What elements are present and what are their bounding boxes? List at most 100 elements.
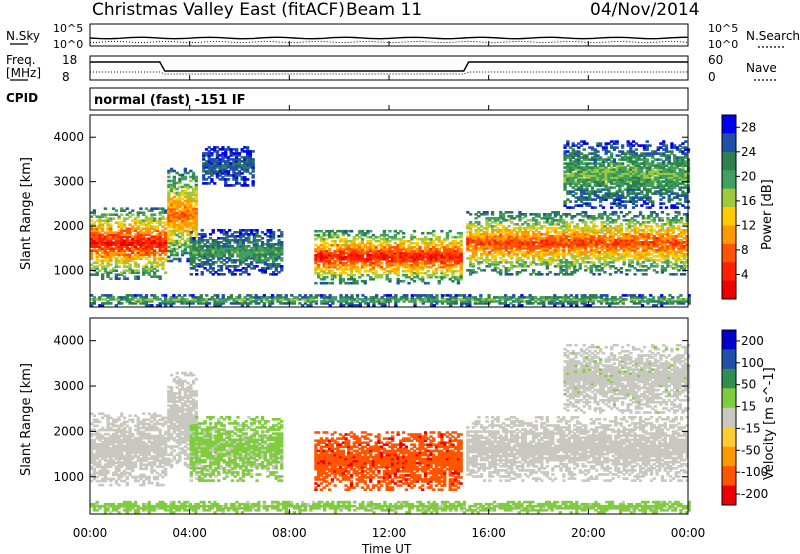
data-cell — [170, 209, 174, 213]
data-cell — [617, 239, 621, 242]
data-cell — [255, 233, 259, 236]
data-cell — [451, 263, 455, 267]
data-cell — [512, 243, 517, 246]
data-cell — [252, 253, 256, 256]
data-cell — [477, 211, 481, 214]
data-cell — [529, 227, 533, 230]
data-cell — [652, 243, 656, 246]
data-cell — [432, 271, 436, 275]
data-cell — [551, 223, 555, 226]
data-cell — [274, 257, 278, 260]
data-cell — [114, 245, 118, 248]
data-cell — [543, 247, 547, 250]
data-cell — [585, 154, 589, 157]
data-cell — [117, 277, 121, 280]
data-cell — [233, 251, 237, 254]
data-cell — [631, 206, 636, 209]
data-cell — [215, 172, 220, 175]
data-cell — [604, 198, 608, 201]
data-cell — [382, 247, 387, 251]
data-cell — [103, 239, 107, 242]
data-cell — [423, 263, 428, 267]
data-cell — [562, 229, 566, 232]
data-cell — [619, 267, 623, 270]
data-cell — [269, 235, 273, 238]
data-cell — [225, 261, 229, 264]
data-cell — [358, 271, 362, 275]
data-cell — [175, 197, 179, 201]
data-cell — [674, 219, 678, 222]
data-cell — [251, 166, 255, 169]
data-cell — [382, 255, 387, 259]
data-cell — [266, 263, 270, 266]
data-cell — [224, 156, 228, 159]
data-cell — [537, 247, 541, 250]
data-cell — [434, 271, 439, 275]
data-cell — [128, 229, 132, 232]
data-cell — [490, 247, 495, 250]
data-cell — [222, 233, 226, 236]
data-cell — [336, 245, 340, 249]
data-cell — [496, 217, 500, 220]
data-cell — [191, 227, 196, 231]
data-cell — [488, 239, 492, 242]
data-cell — [233, 239, 237, 242]
data-cell — [189, 223, 193, 227]
data-cell — [410, 265, 414, 269]
data-cell — [385, 253, 389, 257]
data-cell — [599, 162, 603, 165]
data-cell — [593, 206, 597, 209]
data-cell — [545, 217, 549, 220]
data-cell — [570, 271, 574, 274]
data-cell — [183, 169, 187, 173]
data-cell — [599, 178, 603, 181]
data-cell — [167, 219, 171, 223]
data-cell — [644, 227, 648, 230]
data-cell — [131, 243, 135, 246]
data-cell — [271, 259, 276, 262]
data-cell — [660, 239, 665, 242]
data-cell — [120, 235, 124, 238]
data-cell — [577, 178, 581, 181]
data-cell — [222, 243, 226, 246]
data-cell — [366, 229, 370, 233]
data-cell — [582, 198, 586, 201]
data-cell — [98, 225, 102, 228]
data-cell — [128, 269, 132, 272]
data-cell — [153, 265, 157, 268]
data-cell — [615, 146, 619, 149]
data-cell — [563, 186, 567, 189]
data-cell — [685, 231, 689, 234]
data-cell — [443, 253, 447, 257]
data-cell — [674, 243, 678, 246]
data-cell — [155, 241, 160, 244]
data-cell — [147, 225, 151, 228]
data-cell — [543, 245, 547, 248]
data-cell — [454, 249, 458, 253]
data-cell — [618, 150, 622, 153]
data-cell — [482, 231, 486, 234]
data-cell — [133, 265, 138, 268]
data-cell — [377, 275, 381, 279]
data-cell — [596, 178, 600, 181]
data-cell — [510, 245, 514, 248]
data-cell — [443, 261, 447, 265]
data-cell — [617, 235, 621, 238]
data-cell — [418, 267, 422, 271]
data-cell — [551, 229, 555, 232]
data-cell — [144, 225, 149, 228]
data-cell — [226, 174, 231, 177]
data-cell — [136, 263, 140, 266]
data-cell — [269, 249, 273, 252]
data-cell — [344, 263, 348, 267]
data-cell — [221, 166, 225, 169]
data-cell — [644, 273, 648, 276]
data-cell — [456, 245, 461, 249]
data-cell — [568, 190, 573, 193]
data-cell — [180, 177, 185, 181]
data-cell — [571, 152, 575, 155]
data-cell — [241, 245, 245, 248]
data-cell — [577, 154, 581, 157]
data-cell — [175, 229, 179, 233]
data-cell — [338, 245, 343, 249]
